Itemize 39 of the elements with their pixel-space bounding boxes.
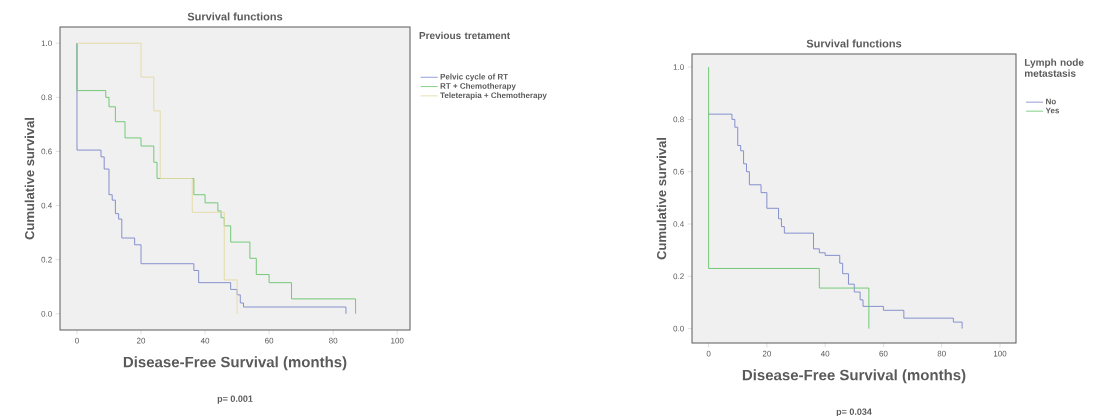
x-tick-label: 100 bbox=[993, 350, 1007, 357]
x-tick-label: 60 bbox=[879, 350, 888, 357]
legend-label: No bbox=[1046, 98, 1056, 105]
text: p= 0.001 bbox=[217, 395, 253, 404]
x-tick-label: 0 bbox=[706, 350, 711, 357]
legend-title: Previous tretament bbox=[419, 31, 510, 40]
legend-label: Yes bbox=[1045, 107, 1060, 114]
y-tick-label: 0.4 bbox=[41, 202, 52, 209]
y-tick-label: 1.0 bbox=[41, 40, 52, 47]
y-tick-label: 0.6 bbox=[41, 148, 52, 155]
text: p= 0.034 bbox=[836, 408, 872, 416]
x-tick-label: 20 bbox=[762, 350, 772, 357]
y-tick-label: 1.0 bbox=[673, 64, 684, 70]
y-tick-label: 0.4 bbox=[673, 221, 684, 227]
legend-title: Lymph node metastasis bbox=[1024, 58, 1084, 77]
legend-label: Pelvic cycle of RT bbox=[440, 73, 509, 82]
y-tick-label: 0.8 bbox=[673, 116, 684, 123]
y-tick-label: 0.2 bbox=[673, 273, 684, 280]
y-tick-label: 0.6 bbox=[673, 168, 684, 175]
x-tick-label: 80 bbox=[937, 350, 946, 357]
x-tick-label: 60 bbox=[265, 337, 274, 344]
y-tick-label: 0.2 bbox=[41, 256, 52, 263]
chart-title: Survival functions bbox=[806, 39, 902, 48]
x-tick-label: 40 bbox=[200, 337, 210, 344]
legend-label: RT + Chemotherapy bbox=[440, 82, 516, 91]
x-axis-title: Disease-Free Survival (months) bbox=[123, 356, 347, 371]
y-tick-label: 0.8 bbox=[41, 94, 52, 101]
x-tick-label: 40 bbox=[820, 350, 830, 357]
y-tick-label: 0.0 bbox=[673, 325, 684, 332]
x-tick-label: 20 bbox=[136, 337, 146, 344]
x-tick-label: 0 bbox=[75, 337, 79, 344]
legend-label: Teleterapia + Chemotherapy bbox=[440, 92, 547, 100]
x-tick-label: 80 bbox=[329, 337, 338, 344]
y-axis-title: Cumulative survival bbox=[656, 138, 667, 260]
chart-title: Survival functions bbox=[187, 12, 283, 21]
y-axis-title: Cumulative survival bbox=[24, 118, 35, 240]
y-tick-label: 0.0 bbox=[41, 310, 52, 317]
x-axis-title: Disease-Free Survival (months) bbox=[742, 369, 966, 384]
x-tick-label: 100 bbox=[391, 337, 404, 344]
